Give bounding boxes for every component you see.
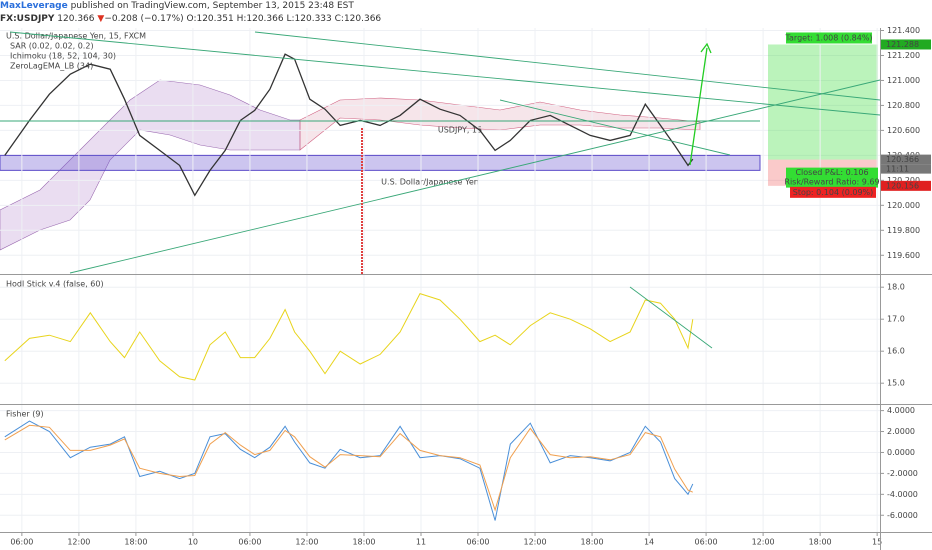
last: 120.366	[57, 14, 95, 24]
series-line	[4, 53, 694, 197]
x-tick-label: 06:00	[466, 538, 489, 547]
trend-line	[254, 31, 881, 101]
x-tick-label: 12:00	[295, 538, 318, 547]
x-tick-label: 12:00	[67, 538, 90, 547]
x-tick-label: 18:00	[581, 538, 604, 547]
y-tick-label: 121.000	[887, 76, 920, 85]
published: published on TradingView.com, September …	[70, 1, 354, 11]
x-tick-label: 18:00	[124, 538, 147, 547]
price-label-bg	[881, 154, 931, 165]
x-tick-label: 15	[872, 538, 882, 547]
change: −0.208 (−0.17%)	[104, 14, 184, 24]
closed-label: Closed P&L: 0.106	[795, 168, 868, 177]
x-tick-label: 06:00	[10, 538, 33, 547]
price-label: 121.288	[886, 40, 919, 49]
y-tick-label: 18.0	[887, 283, 905, 292]
drawings	[0, 28, 932, 550]
label-bg	[786, 32, 872, 44]
y-tick-label: 0.0000	[887, 448, 915, 457]
y-tick-label: -6.0000	[887, 511, 918, 520]
countdown: 11:11	[886, 165, 909, 174]
pane-title: U.S. Dollar/Japanese Yen, 15, FXCM	[6, 32, 146, 41]
high: H:120.366	[236, 14, 284, 24]
x-tick-label: 12:00	[752, 538, 775, 547]
indicator-legend: SAR (0.02, 0.02, 0.2)	[10, 42, 94, 51]
low: L:120.333	[286, 14, 332, 24]
y-tick-label: 16.0	[887, 347, 905, 356]
header-line: MaxLeverage published on TradingView.com…	[0, 0, 932, 13]
y-tick-label: 4.0000	[887, 406, 915, 415]
y-tick-label: 119.800	[887, 226, 920, 235]
price-label-bg	[881, 180, 931, 191]
price-label: 120.156	[886, 181, 919, 190]
label-bg	[786, 167, 878, 188]
background	[0, 28, 932, 550]
series-line	[4, 424, 694, 512]
arrow	[689, 47, 708, 166]
y-tick-label: 121.400	[887, 26, 920, 35]
y-tick-label: 120.800	[887, 101, 920, 110]
decor: USDJPY, 15 U.S. Dollar/Japanese Yen	[0, 28, 880, 532]
y-tick-label: 120.600	[887, 126, 920, 135]
x-tick-label: 10	[188, 538, 198, 547]
y-tick-label: 120.200	[887, 176, 920, 185]
watermark-subtitle: U.S. Dollar/Japanese Yen	[381, 178, 479, 187]
ratio-label: Risk/Reward Ratio: 9.69	[784, 178, 879, 187]
y-tick-label: -4.0000	[887, 490, 918, 499]
arrow-head	[700, 42, 712, 54]
y-tick-label: 15.0	[887, 379, 905, 388]
y-tick-label: 119.600	[887, 251, 920, 260]
author[interactable]: MaxLeverage	[0, 1, 68, 11]
target-label: Target: 1.008 (0.84%)	[784, 33, 872, 42]
arrow: ▼	[97, 14, 105, 24]
stop-label: Stop: 0.104 (0.09%)	[793, 188, 874, 197]
x-tick-label: 12:00	[524, 538, 547, 547]
header: MaxLeverage published on TradingView.com…	[0, 0, 932, 28]
trend-line	[499, 99, 731, 156]
series-line	[4, 292, 694, 381]
header-line: FX:USDJPY 120.366 ▼−0.208 (−0.17%) O:120…	[0, 13, 932, 26]
x-tick-label: 18:00	[809, 538, 832, 547]
y-tick-label: -2.0000	[887, 469, 918, 478]
open: O:120.351	[186, 14, 234, 24]
price-label-bg	[881, 39, 931, 50]
pane-title: Fisher (9)	[6, 410, 44, 419]
y-tick-label: 17.0	[887, 315, 905, 324]
label-bg	[790, 186, 876, 198]
x-tick-label: 18:00	[352, 538, 375, 547]
trend-line	[9, 31, 881, 116]
pane-title: Hodl Stick v.4 (false, 60)	[6, 280, 104, 289]
x-tick-label: 06:00	[695, 538, 718, 547]
x-tick-label: 06:00	[238, 538, 261, 547]
trend-line	[629, 286, 713, 349]
symbol: FX:USDJPY	[0, 14, 55, 24]
plot: 119.600119.800120.000120.200120.400120.6…	[4, 26, 931, 547]
indicator-legend: ZeroLagEMA_LB (34)	[10, 62, 93, 71]
series-line	[4, 420, 694, 521]
target-zone	[768, 44, 878, 160]
trend-line	[69, 79, 881, 274]
x-tick-label: 14	[644, 538, 654, 547]
watermark: USDJPY, 15	[438, 126, 482, 135]
y-tick-label: 2.0000	[887, 427, 915, 436]
close: C:120.366	[334, 14, 382, 24]
y-tick-label: 120.000	[887, 201, 920, 210]
countdown-bg	[881, 164, 931, 174]
zone	[0, 154, 761, 171]
x-tick-label: 11	[416, 538, 426, 547]
price-label: 120.366	[886, 155, 919, 164]
y-tick-label: 121.200	[887, 51, 920, 60]
indicator-legend: Ichimoku (18, 52, 104, 30)	[10, 52, 116, 61]
